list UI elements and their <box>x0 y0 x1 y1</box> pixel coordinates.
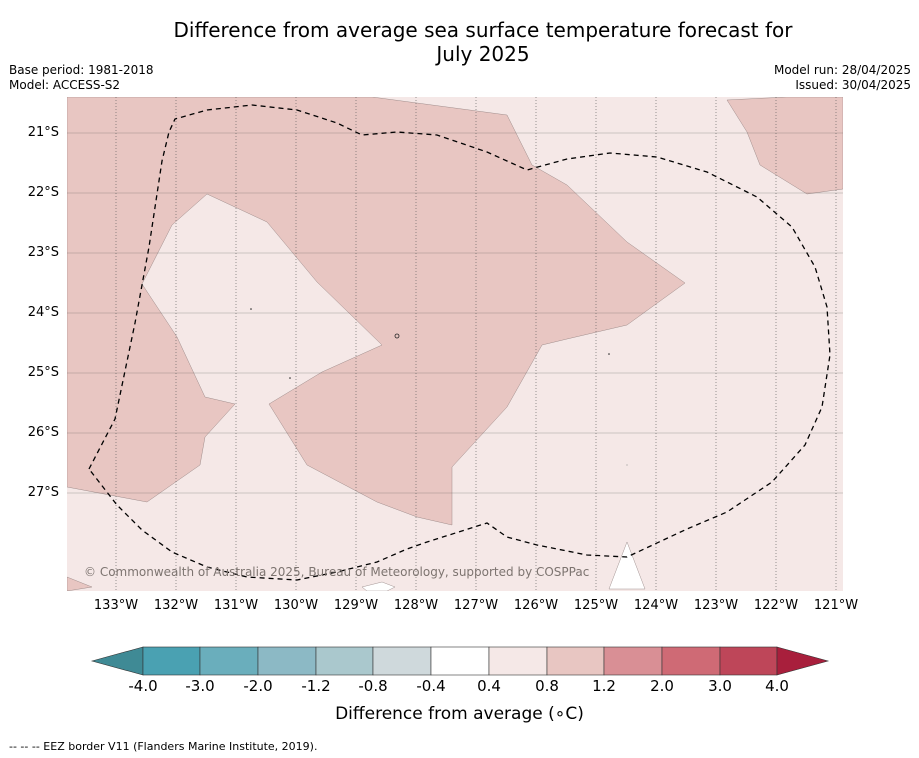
longitude-label: 127°W <box>453 598 499 613</box>
colorbar-tick-label: -1.2 <box>301 677 331 695</box>
colorbar-segment <box>90 646 144 676</box>
latitude-label: 25°S <box>27 365 59 380</box>
colorbar-segment <box>142 646 201 676</box>
anomaly-band-neutral-spot-2 <box>361 581 396 591</box>
colorbar-segment <box>488 646 548 676</box>
longitude-label: 128°W <box>393 598 439 613</box>
title-line-2: July 2025 <box>436 42 530 66</box>
longitude-label: 130°W <box>273 598 319 613</box>
anomaly-band-0.8-1.2-main <box>67 97 686 526</box>
eez-border <box>88 104 831 581</box>
colorbar-segment <box>372 646 432 676</box>
colorbar-tick-label: -3.0 <box>185 677 215 695</box>
longitude-label: 121°W <box>813 598 859 613</box>
latitude-label: 23°S <box>27 245 59 260</box>
colorbar-segment <box>199 646 259 676</box>
anomaly-band-0.8-1.2-sw <box>67 576 93 591</box>
colorbar-segment <box>315 646 374 676</box>
latitude-label: 27°S <box>27 485 59 500</box>
colorbar-segment <box>546 646 605 676</box>
map-title: Difference from average sea surface temp… <box>0 18 919 66</box>
colorbar-tick-label: -2.0 <box>243 677 273 695</box>
latitude-label: 26°S <box>27 425 59 440</box>
colorbar-segment <box>603 646 663 676</box>
longitude-label: 126°W <box>513 598 559 613</box>
colorbar-tick-label: 3.0 <box>708 677 732 695</box>
island-marker <box>394 333 400 339</box>
copyright-notice: © Commonwealth of Australia 2025, Bureau… <box>84 565 590 579</box>
title-line-1: Difference from average sea surface temp… <box>173 18 793 42</box>
model-name: Model: ACCESS-S2 <box>9 78 121 92</box>
longitude-label: 133°W <box>93 598 139 613</box>
colorbar-segment <box>776 646 830 676</box>
colorbar <box>90 646 830 676</box>
colorbar-tick-label: 0.8 <box>535 677 559 695</box>
colorbar-title: Difference from average (∘C) <box>335 704 584 724</box>
anomaly-band-0.8-1.2-ne <box>726 97 843 195</box>
meta-right: Model run: 28/04/2025 Issued: 30/04/2025 <box>774 63 911 93</box>
colorbar-segment <box>257 646 317 676</box>
island-marker <box>250 308 252 310</box>
model-run: Model run: 28/04/2025 <box>773 63 911 77</box>
colorbar-tick-label: 1.2 <box>592 677 616 695</box>
island-marker <box>289 377 291 379</box>
colorbar-tick-label: 4.0 <box>765 677 789 695</box>
colorbar-segment <box>719 646 778 676</box>
island-marker <box>626 464 628 466</box>
latitude-label: 22°S <box>27 185 59 200</box>
colorbar-tick-label: -0.4 <box>416 677 446 695</box>
colorbar-tick-label: 0.4 <box>477 677 501 695</box>
latitude-label: 21°S <box>27 125 59 140</box>
longitude-label: 122°W <box>753 598 799 613</box>
longitude-label: 123°W <box>693 598 739 613</box>
gridlines <box>67 97 843 591</box>
anomaly-band-neutral-spot <box>608 541 646 590</box>
meta-left: Base period: 1981-2018 Model: ACCESS-S2 <box>9 63 154 93</box>
longitude-label: 129°W <box>333 598 379 613</box>
base-period: Base period: 1981-2018 <box>9 63 154 77</box>
colorbar-segment <box>661 646 721 676</box>
eez-footnote: -- -- -- EEZ border V11 (Flanders Marine… <box>9 740 318 753</box>
longitude-label: 132°W <box>153 598 199 613</box>
issued-date: Issued: 30/04/2025 <box>795 78 911 92</box>
sst-anomaly-map <box>67 97 843 591</box>
colorbar-tick-label: -4.0 <box>128 677 158 695</box>
island-marker <box>608 353 610 355</box>
longitude-label: 131°W <box>213 598 259 613</box>
colorbar-tick-label: 2.0 <box>650 677 674 695</box>
longitude-label: 125°W <box>573 598 619 613</box>
colorbar-tick-label: -0.8 <box>358 677 388 695</box>
latitude-label: 24°S <box>27 305 59 320</box>
longitude-label: 124°W <box>633 598 679 613</box>
colorbar-segment <box>430 646 490 676</box>
